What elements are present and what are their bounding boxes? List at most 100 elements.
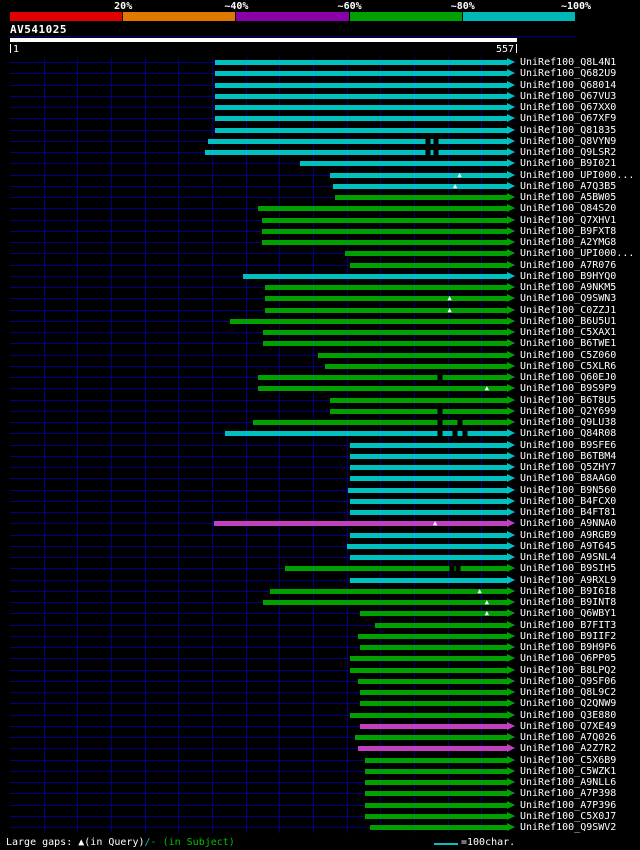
- hit-id-link[interactable]: UniRef100_Q7XE49: [520, 720, 617, 732]
- hit-id-link[interactable]: UniRef100_B6TWE1: [520, 338, 617, 350]
- hit-id-link[interactable]: UniRef100_A9NLL6: [520, 777, 617, 788]
- hit-id-link[interactable]: UniRef100_Q9LSR2: [520, 147, 617, 158]
- hit-id-link[interactable]: UniRef100_B9IIF2: [520, 630, 617, 642]
- alignment-bar[interactable]: [263, 341, 507, 347]
- alignment-bar[interactable]: [265, 296, 507, 302]
- hit-id-link[interactable]: UniRef100_A9RXL9: [520, 574, 617, 586]
- hit-id-link[interactable]: UniRef100_B9INT8: [520, 597, 617, 608]
- hit-id-link[interactable]: UniRef100_B9N560: [520, 484, 617, 496]
- hit-id-link[interactable]: UniRef100_Q81835: [520, 124, 617, 136]
- hit-id-link[interactable]: UniRef100_Q9SF06: [520, 675, 617, 687]
- alignment-bar[interactable]: [261, 240, 507, 245]
- hit-id-link[interactable]: UniRef100_Q67VU3: [520, 90, 617, 102]
- alignment-bar[interactable]: [258, 386, 507, 392]
- hit-id-link[interactable]: UniRef100_B9S9P9: [520, 383, 617, 395]
- hit-id-link[interactable]: UniRef100_C5X0J7: [520, 810, 617, 822]
- hit-id-link[interactable]: UniRef100_B9FXT8: [520, 225, 617, 237]
- alignment-bar[interactable]: [349, 667, 507, 673]
- hit-id-link[interactable]: UniRef100_A7P398: [520, 788, 617, 800]
- hit-id-link[interactable]: UniRef100_A2Z7R2: [520, 743, 617, 755]
- hit-id-link[interactable]: UniRef100_Q682U9: [520, 68, 617, 80]
- alignment-bar[interactable]: [261, 228, 507, 234]
- hit-id-link[interactable]: UniRef100_C5X6B9: [520, 754, 617, 766]
- alignment-bar[interactable]: [359, 645, 507, 650]
- hit-id-link[interactable]: UniRef100_Q6PP05: [520, 653, 617, 665]
- hit-id-link[interactable]: UniRef100_Q68014: [520, 79, 617, 91]
- hit-id-link[interactable]: UniRef100_B9I6I8: [520, 585, 617, 597]
- hit-id-link[interactable]: UniRef100_A7R076: [520, 259, 617, 271]
- hit-id-link[interactable]: UniRef100_B8AAG0: [520, 473, 617, 485]
- alignment-bar[interactable]: [349, 510, 507, 515]
- alignment-bar[interactable]: [359, 611, 507, 617]
- hit-id-link[interactable]: UniRef100_Q84R08: [520, 428, 617, 440]
- alignment-bar[interactable]: [365, 813, 507, 819]
- alignment-bar[interactable]: [263, 600, 507, 605]
- hit-id-link[interactable]: UniRef100_C5XLR6: [520, 360, 617, 372]
- hit-id-link[interactable]: UniRef100_Q8VYN9: [520, 135, 617, 147]
- alignment-bar[interactable]: [349, 712, 507, 718]
- alignment-bar[interactable]: [215, 82, 507, 88]
- hit-id-link[interactable]: UniRef100_Q5ZHY7: [520, 462, 617, 473]
- alignment-bar[interactable]: [269, 588, 507, 594]
- alignment-bar[interactable]: [347, 487, 507, 493]
- alignment-bar[interactable]: [357, 746, 507, 752]
- alignment-bar[interactable]: [285, 566, 507, 572]
- hit-id-link[interactable]: UniRef100_Q67XX0: [520, 102, 617, 113]
- alignment-bar[interactable]: [349, 476, 507, 482]
- alignment-bar[interactable]: [347, 543, 507, 549]
- alignment-bar[interactable]: [349, 555, 507, 560]
- hit-id-link[interactable]: UniRef100_Q2Y699: [520, 405, 617, 417]
- hit-id-link[interactable]: UniRef100_A9SNL4: [520, 552, 617, 563]
- hit-id-link[interactable]: UniRef100_Q2QNW9: [520, 698, 617, 710]
- alignment-bar[interactable]: [365, 780, 507, 785]
- hit-id-link[interactable]: UniRef100_B8LPQ2: [520, 664, 617, 676]
- alignment-bar[interactable]: [335, 195, 507, 200]
- hit-id-link[interactable]: UniRef100_A9T645: [520, 540, 617, 552]
- hit-id-link[interactable]: UniRef100_C0ZZJ1: [520, 304, 617, 316]
- alignment-bar[interactable]: [355, 735, 507, 740]
- hit-id-link[interactable]: UniRef100_B9SFE6: [520, 439, 617, 451]
- hit-id-link[interactable]: UniRef100_B9SIH5: [520, 563, 617, 575]
- alignment-bar[interactable]: [329, 397, 507, 403]
- alignment-bar[interactable]: [208, 138, 507, 144]
- alignment-bar[interactable]: [215, 93, 507, 99]
- alignment-bar[interactable]: [258, 206, 507, 212]
- alignment-bar[interactable]: [369, 825, 507, 830]
- alignment-bar[interactable]: [215, 116, 507, 122]
- alignment-bar[interactable]: [299, 161, 507, 167]
- hit-id-link[interactable]: UniRef100_Q6WBY1: [520, 608, 617, 620]
- hit-id-link[interactable]: UniRef100_B9H9P6: [520, 642, 617, 653]
- hit-id-link[interactable]: UniRef100_A2YMG8: [520, 237, 617, 248]
- hit-id-link[interactable]: UniRef100_Q60EJ0: [520, 372, 617, 383]
- hit-id-link[interactable]: UniRef100_C5Z060: [520, 349, 617, 361]
- alignment-bar[interactable]: [225, 431, 507, 437]
- hit-id-link[interactable]: UniRef100_A9NKM5: [520, 282, 617, 293]
- hit-id-link[interactable]: UniRef100_A5BW05: [520, 192, 617, 203]
- alignment-bar[interactable]: [365, 768, 507, 774]
- alignment-bar[interactable]: [349, 577, 507, 583]
- hit-id-link[interactable]: UniRef100_A7Q026: [520, 732, 617, 743]
- alignment-bar[interactable]: [243, 273, 507, 279]
- hit-id-link[interactable]: UniRef100_Q8L9C2: [520, 687, 617, 698]
- hit-id-link[interactable]: UniRef100_A7P396: [520, 799, 617, 811]
- alignment-bar[interactable]: [349, 498, 507, 504]
- hit-id-link[interactable]: UniRef100_Q9SWN3: [520, 293, 617, 305]
- hit-id-link[interactable]: UniRef100_Q9LU38: [520, 417, 617, 428]
- hit-id-link[interactable]: UniRef100_A9RGB9: [520, 529, 617, 541]
- hit-id-link[interactable]: UniRef100_B4FT81: [520, 507, 617, 518]
- alignment-bar[interactable]: [359, 723, 507, 729]
- hit-id-link[interactable]: UniRef100_B7FIT3: [520, 619, 617, 631]
- alignment-bar[interactable]: [215, 60, 507, 65]
- alignment-bar[interactable]: [365, 757, 507, 763]
- alignment-bar[interactable]: [375, 622, 507, 628]
- alignment-bar[interactable]: [261, 217, 507, 223]
- hit-id-link[interactable]: UniRef100_Q7XHV1: [520, 214, 617, 226]
- alignment-bar[interactable]: [215, 127, 507, 133]
- alignment-bar[interactable]: [205, 150, 507, 155]
- alignment-bar[interactable]: [365, 791, 507, 797]
- alignment-bar[interactable]: [317, 352, 507, 358]
- hit-id-link[interactable]: UniRef100_A7Q3B5: [520, 180, 617, 192]
- alignment-bar[interactable]: [359, 701, 507, 707]
- alignment-bar[interactable]: [349, 656, 507, 662]
- alignment-bar[interactable]: [349, 442, 507, 448]
